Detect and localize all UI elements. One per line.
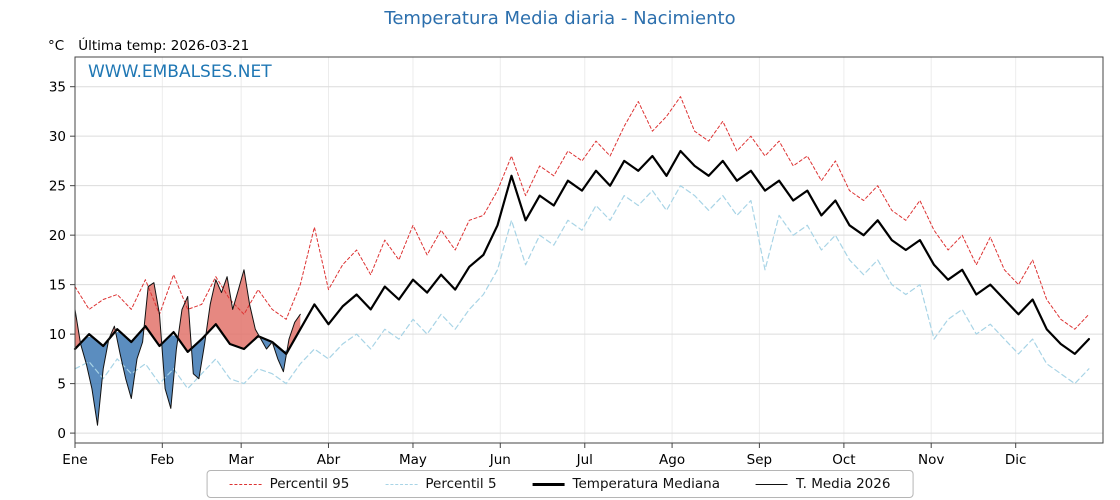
fill-below-median [80,329,288,426]
legend-item-temperatura-mediana: Temperatura Mediana [532,476,720,492]
legend: Percentil 95 Percentil 5 Temperatura Media… [206,470,914,498]
legend-label: Percentil 95 [269,476,350,492]
legend-item-percentil-95: Percentil 95 [229,476,350,492]
y-tick-label: 20 [49,228,66,244]
series-line-percentil-5 [74,185,1090,390]
x-tick-label: Feb [150,452,174,468]
y-axis-unit-label: °C [48,38,65,54]
series-line-temperatura-mediana [73,149,1091,355]
legend-label: T. Media 2026 [796,476,891,492]
x-tick-label: Jun [489,452,511,468]
x-tick-label: Ago [659,452,685,468]
series-line-t-media-2026 [74,269,301,426]
y-tick-label: 15 [49,278,66,294]
x-tick-label: Oct [832,452,855,468]
x-tick-label: May [399,452,427,468]
x-tick-label: Dic [1005,452,1027,468]
legend-label: Temperatura Mediana [572,476,720,492]
y-tick-label: 0 [57,426,66,442]
x-tick-label: Sep [747,452,772,468]
legend-sample-line [532,482,565,486]
y-tick-label: 10 [49,327,66,343]
x-tick-label: Abr [317,452,341,468]
y-tick-label: 5 [57,377,66,393]
x-tick-label: Ene [62,452,87,468]
fill-above-median [75,269,301,352]
watermark: WWW.EMBALSES.NET [88,62,272,82]
y-tick-label: 35 [49,80,66,96]
legend-label: Percentil 5 [425,476,497,492]
y-tick-label: 25 [49,179,66,195]
x-tick-label: Nov [918,452,944,468]
y-tick-label: 30 [49,129,66,145]
last-temp-label: Última temp: 2026-03-21 [78,38,250,54]
legend-item-t-media-2026: T. Media 2026 [756,476,890,492]
legend-sample-line [229,483,262,485]
axis-header: °C Última temp: 2026-03-21 [48,38,249,54]
series-line-percentil-95 [74,96,1090,330]
legend-item-percentil-5: Percentil 5 [385,476,497,492]
plot-frame [74,56,1104,444]
x-tick-label: Jul [576,452,593,468]
legend-sample-line [756,483,788,485]
legend-sample-line [385,483,418,485]
x-tick-label: Mar [228,452,254,468]
chart-title: Temperatura Media diaria - Nacimiento [384,8,736,29]
